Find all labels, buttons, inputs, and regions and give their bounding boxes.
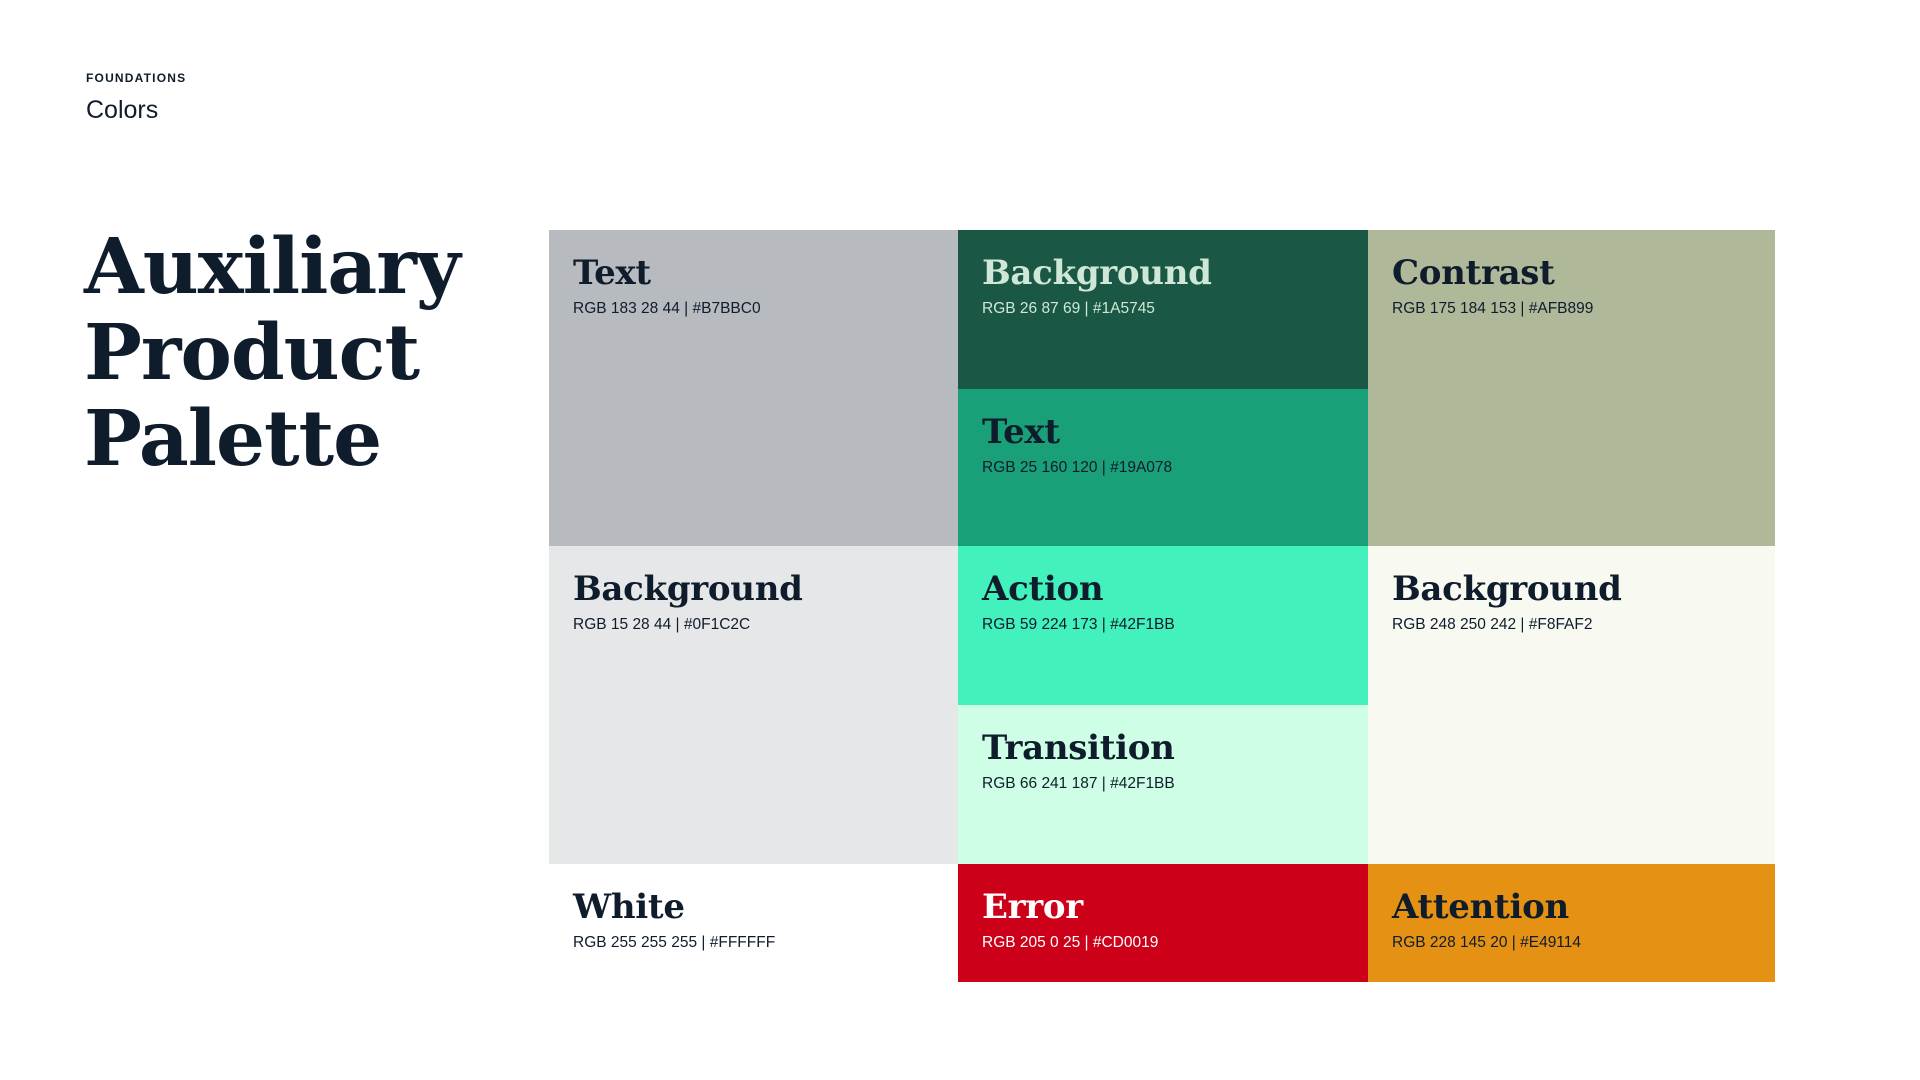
swatch-error-red: Error RGB 205 0 25 | #CD0019	[958, 864, 1368, 982]
swatch-name: Text	[982, 412, 1060, 452]
swatch-name: Background	[1392, 569, 1622, 609]
swatch-contrast-sage: Contrast RGB 175 184 153 | #AFB899	[1368, 230, 1775, 546]
swatch-transition-pale-mint: Transition RGB 66 241 187 | #42F1BB	[958, 705, 1368, 864]
hero-title-line-3: Palette	[84, 394, 382, 484]
swatch-action-mint: Action RGB 59 224 173 | #42F1BB	[958, 546, 1368, 705]
swatch-background-light-gray: Background RGB 15 28 44 | #0F1C2C	[549, 546, 958, 864]
swatch-value: RGB 26 87 69 | #1A5745	[982, 300, 1155, 317]
swatch-name: White	[573, 887, 685, 927]
swatch-value: RGB 15 28 44 | #0F1C2C	[573, 616, 751, 633]
swatch-value: RGB 59 224 173 | #42F1BB	[982, 616, 1175, 633]
swatch-value: RGB 183 28 44 | #B7BBC0	[573, 300, 761, 317]
swatch-text-green: Text RGB 25 160 120 | #19A078	[958, 389, 1368, 546]
swatch-name: Error	[982, 887, 1083, 927]
swatch-name: Action	[982, 569, 1104, 609]
swatch-name: Transition	[982, 728, 1175, 768]
swatch-name: Attention	[1392, 887, 1569, 927]
swatch-attention-orange: Attention RGB 228 145 20 | #E49114	[1368, 864, 1775, 982]
swatch-value: RGB 248 250 242 | #F8FAF2	[1392, 616, 1593, 633]
swatch-name: Background	[982, 253, 1212, 293]
swatch-name: Background	[573, 569, 803, 609]
page-section-title: Colors	[86, 96, 159, 124]
swatch-background-dark-green: Background RGB 26 87 69 | #1A5745	[958, 230, 1368, 389]
swatch-background-off-white: Background RGB 248 250 242 | #F8FAF2	[1368, 546, 1775, 864]
hero-title-line-2: Product	[84, 308, 420, 398]
swatch-value: RGB 255 255 255 | #FFFFFF	[573, 934, 776, 951]
hero-title: Auxiliary Product Palette	[84, 224, 504, 482]
swatch-name: Contrast	[1392, 253, 1555, 293]
swatch-value: RGB 205 0 25 | #CD0019	[982, 934, 1159, 951]
swatch-name: Text	[573, 253, 651, 293]
swatch-text-gray: Text RGB 183 28 44 | #B7BBC0	[549, 230, 958, 546]
page-eyebrow: FOUNDATIONS	[86, 71, 187, 85]
hero-title-line-1: Auxiliary	[84, 222, 461, 312]
swatch-value: RGB 228 145 20 | #E49114	[1392, 934, 1582, 951]
swatch-value: RGB 66 241 187 | #42F1BB	[982, 775, 1175, 792]
swatch-white: White RGB 255 255 255 | #FFFFFF	[549, 864, 958, 982]
swatch-value: RGB 25 160 120 | #19A078	[982, 459, 1173, 476]
swatch-value: RGB 175 184 153 | #AFB899	[1392, 300, 1594, 317]
